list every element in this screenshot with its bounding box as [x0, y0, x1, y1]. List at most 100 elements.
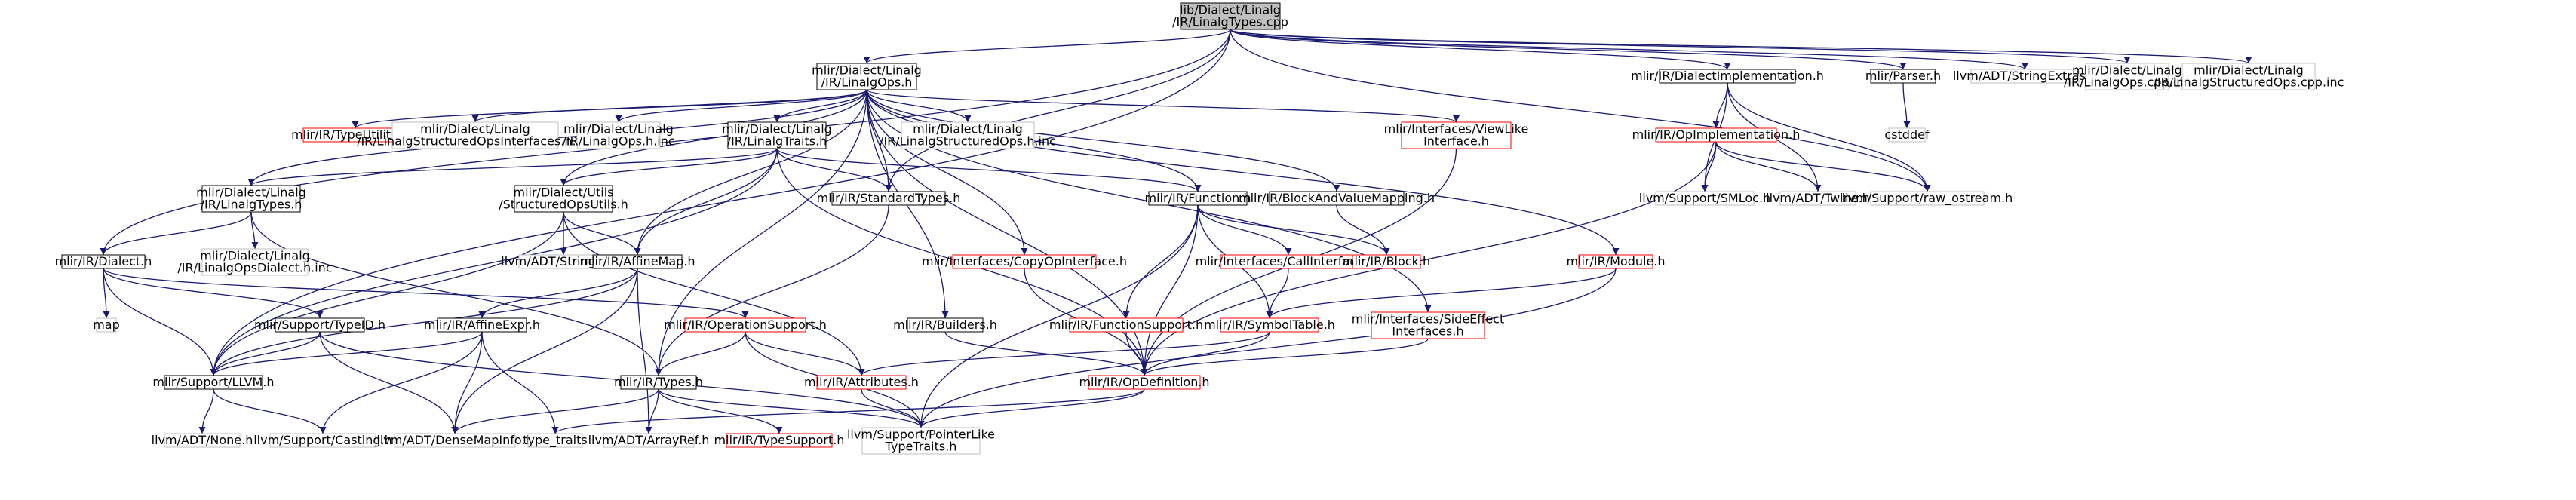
node-layer: lib/Dialect/Linalg/IR/LinalgTypes.cpp mli…	[55, 2, 2344, 455]
dependency-edge-affinemap-to-arrayref	[637, 268, 652, 434]
node-box	[1069, 317, 1184, 333]
node-standardtypes[interactable]: mlir/IR/StandardTypes.h	[817, 191, 961, 206]
node-stringextras[interactable]: llvm/ADT/StringExtras.h	[1953, 69, 2097, 84]
node-block[interactable]: mlir/IR/Block.h	[1343, 254, 1430, 269]
node-typeid[interactable]: mlir/Support/TypeID.h	[254, 317, 385, 333]
node-blockvaluemap[interactable]: mlir/IR/BlockAndValueMapping.h	[1239, 191, 1435, 206]
node-typetraits[interactable]: type_traits	[523, 433, 587, 448]
node-types[interactable]: mlir/IR/Types.h	[614, 375, 703, 390]
node-map[interactable]: map	[93, 317, 120, 333]
dependency-edge-traits-to-standardtypes	[776, 148, 892, 192]
dependency-edge-linalgops-to-sideeffect	[866, 89, 1432, 313]
node-linalgtypes[interactable]: mlir/Dialect/Linalg/IR/LinalgTypes.h	[196, 185, 306, 213]
node-structopsutils[interactable]: mlir/Dialect/Utils/StructuredOpsUtils.h	[499, 185, 628, 213]
node-symboltable[interactable]: mlir/IR/SymbolTable.h	[1204, 317, 1335, 333]
node-box	[907, 317, 984, 333]
node-builders[interactable]: mlir/IR/Builders.h	[893, 317, 997, 333]
node-label: /IR/LinalgOps.h	[821, 75, 913, 90]
dependency-edge-root-to-rawostream	[1230, 29, 1931, 192]
node-densemapinfo[interactable]: llvm/ADT/DenseMapInfo.h	[376, 433, 533, 448]
node-funcsupport[interactable]: mlir/IR/FunctionSupport.h	[1049, 317, 1203, 333]
node-structopshinc[interactable]: mlir/Dialect/Linalg/IR/LinalgStructuredO…	[880, 121, 1056, 149]
dependency-edge-structopsutils-to-llvmh	[210, 211, 564, 376]
dependency-edge-linalgops-to-structopsutils	[560, 89, 867, 186]
node-typeutils[interactable]: mlir/IR/TypeUtilities.h	[291, 127, 419, 143]
node-opimpl[interactable]: mlir/IR/OpImplementation.h	[1632, 127, 1801, 143]
node-arrayref[interactable]: llvm/ADT/ArrayRef.h	[588, 433, 710, 448]
dependency-edge-linalgops-to-blockvaluemap	[866, 89, 1340, 192]
node-box	[1088, 375, 1201, 390]
node-rawostream[interactable]: llvm/Support/raw_ostream.h	[1842, 191, 2013, 206]
node-box	[1180, 2, 1281, 30]
dependency-edge-root-to-dialect	[100, 29, 1231, 256]
node-linalgops[interactable]: mlir/Dialect/Linalg/IR/LinalgOps.h	[812, 63, 922, 90]
node-opsupport[interactable]: mlir/IR/OperationSupport.h	[664, 317, 827, 333]
dependency-edge-structopsutils-to-affinemap	[563, 211, 641, 256]
node-label: mlir/IR/BlockAndValueMapping.h	[1239, 191, 1435, 205]
dependency-edge-linalgops-to-structopshinc	[866, 89, 972, 123]
node-llvmh[interactable]: mlir/Support/LLVM.h	[152, 375, 275, 390]
node-affineexpr[interactable]: mlir/IR/AffineExpr.h	[424, 317, 540, 333]
dependency-edge-structopsutils-to-attributes	[563, 211, 865, 376]
node-callifaces[interactable]: mlir/Interfaces/CallInterfaces.h	[1196, 254, 1382, 269]
dependency-edge-linalgtypes-to-dialect	[100, 211, 252, 256]
dependency-edge-root-to-parser	[1230, 29, 1907, 70]
node-opsinc[interactable]: mlir/Dialect/Linalg/IR/LinalgOps.cpp.inc	[2064, 63, 2191, 90]
node-box	[1269, 191, 1405, 206]
dependency-edge-root-to-dialectimpl	[1230, 29, 1731, 70]
node-box	[576, 121, 661, 149]
node-label: mlir/IR/Attributes.h	[804, 375, 919, 389]
node-none[interactable]: llvm/ADT/None.h	[152, 433, 253, 448]
dependency-edge-opimpl-to-rawostream	[1715, 141, 1931, 192]
node-attributes[interactable]: mlir/IR/Attributes.h	[804, 375, 919, 390]
node-label: mlir/Interfaces/CopyOpInterface.h	[922, 254, 1127, 268]
node-root[interactable]: lib/Dialect/Linalg/IR/LinalgTypes.cpp	[1172, 2, 1288, 30]
dependency-edge-sideeffect-to-opdef	[1141, 338, 1429, 376]
dependency-edge-dialectimpl-to-rawostream	[1727, 82, 1931, 192]
node-box	[831, 191, 946, 206]
node-smloc[interactable]: llvm/Support/SMLoc.h	[1639, 191, 1770, 206]
node-structifaceinc[interactable]: mlir/Dialect/Linalg/IR/LinalgStructuredO…	[357, 121, 594, 149]
node-parser[interactable]: mlir/Parser.h	[1865, 69, 1941, 84]
dependency-edge-parser-to-cstddef	[1902, 82, 1911, 129]
node-function[interactable]: mlir/IR/Function.h	[1145, 191, 1251, 206]
node-box	[861, 427, 981, 455]
node-label: /IR/LinalgStructuredOpsInterfaces.h.inc	[357, 134, 594, 149]
dependency-edge-linalgops-to-linalgtypes	[247, 89, 867, 186]
node-cstddef[interactable]: cstddef	[1884, 127, 1930, 143]
node-label: /IR/LinalgStructuredOps.h.inc	[880, 134, 1056, 149]
node-box	[603, 433, 695, 448]
node-affinemap[interactable]: mlir/IR/AffineMap.h	[579, 254, 695, 269]
node-twine[interactable]: llvm/ADT/Twine.h	[1766, 191, 1870, 206]
node-label: TypeTraits.h	[885, 440, 957, 454]
node-traits[interactable]: mlir/Dialect/Linalg/IR/LinalgTraits.h	[722, 121, 832, 149]
node-box	[394, 433, 516, 448]
node-copyopiface[interactable]: mlir/Interfaces/CopyOpInterface.h	[922, 254, 1127, 269]
dependency-edge-blockvaluemap-to-block	[1336, 204, 1390, 256]
dependency-edge-callifaces-to-symboltable	[1266, 268, 1289, 319]
dependency-edge-affineexpr-to-casting	[319, 331, 483, 434]
node-module[interactable]: mlir/IR/Module.h	[1566, 254, 1666, 269]
node-label: mlir/IR/Types.h	[614, 375, 703, 389]
node-opshinc[interactable]: mlir/Dialect/Linalg/IR/LinalgOps.h.inc	[562, 121, 675, 149]
node-opdef[interactable]: mlir/IR/OpDefinition.h	[1079, 375, 1210, 390]
node-box	[1779, 191, 1856, 206]
node-label: mlir/IR/DialectImplementation.h	[1631, 69, 1824, 83]
node-box	[61, 254, 146, 269]
node-label: mlir/Interfaces/CallInterfaces.h	[1196, 254, 1382, 268]
node-dialect[interactable]: mlir/IR/Dialect.h	[55, 254, 152, 269]
node-label: /IR/LinalgTypes.cpp	[1172, 15, 1288, 29]
node-dialectimpl[interactable]: mlir/IR/DialectImplementation.h	[1631, 69, 1824, 84]
node-label: mlir/Dialect/Linalg	[722, 122, 832, 137]
node-opsdialectinc[interactable]: mlir/Dialect/Linalg/IR/LinalgOpsDialect.…	[177, 248, 333, 276]
node-label: llvm/ADT/StringExtras.h	[1953, 69, 2097, 83]
dependency-edge-module-to-ptrlike	[917, 268, 1617, 428]
node-structopsinc[interactable]: mlir/Dialect/Linalg/IR/LinalgStructuredO…	[2154, 63, 2344, 90]
node-typesupport[interactable]: mlir/IR/TypeSupport.h	[714, 433, 845, 448]
node-casting[interactable]: llvm/Support/Casting.h	[253, 433, 392, 448]
node-box	[592, 254, 683, 269]
